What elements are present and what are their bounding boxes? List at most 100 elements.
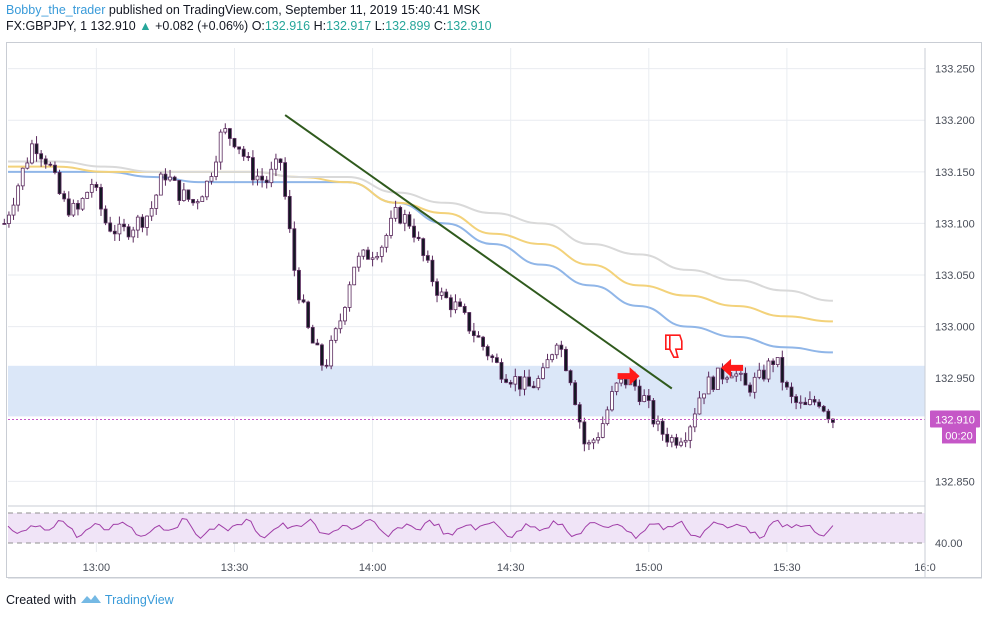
candle-body — [154, 194, 159, 209]
candle-body — [550, 354, 555, 361]
up-triangle-icon: ▲ — [139, 19, 152, 33]
candle-body — [665, 433, 670, 443]
right-arrow-icon — [617, 367, 640, 386]
candle-body — [16, 185, 21, 206]
candle-body — [103, 208, 108, 224]
candle-body — [761, 369, 766, 380]
candle-body — [794, 396, 799, 403]
left-arrow-shape — [721, 358, 744, 377]
candle-body — [471, 330, 476, 337]
candle-body — [610, 391, 614, 411]
moving-average-line — [8, 160, 833, 302]
candle-body — [504, 378, 508, 383]
candle-body — [278, 158, 283, 164]
candle-body — [209, 176, 214, 182]
thumbs-down-icon — [665, 334, 683, 358]
high-value: 132.917 — [326, 19, 372, 33]
candle-body — [274, 158, 278, 170]
candle-body — [20, 167, 25, 187]
candle-body — [738, 372, 743, 375]
publish-line: Bobby_the_trader published on TradingVie… — [6, 2, 492, 18]
candle-body — [688, 426, 693, 441]
candle-body — [347, 284, 352, 308]
candle-body — [269, 168, 274, 184]
candle-body — [241, 148, 246, 157]
candle-body — [596, 437, 601, 441]
candle-body — [158, 173, 163, 196]
author-link[interactable]: Bobby_the_trader — [6, 3, 106, 17]
candle-body — [702, 393, 706, 399]
candle-body — [379, 246, 384, 257]
trendline — [284, 114, 673, 390]
y-tick-label: 133.100 — [935, 218, 975, 230]
candlesticks — [2, 123, 835, 452]
candle-body — [458, 301, 462, 307]
candle-body — [375, 256, 380, 259]
candle-body — [683, 439, 688, 443]
candle-body — [112, 230, 117, 235]
candle-body — [57, 172, 62, 195]
candle-body — [775, 357, 780, 366]
candle-body — [2, 223, 7, 225]
candle-body — [315, 342, 320, 346]
candle-body — [85, 191, 90, 199]
candle-body — [734, 373, 739, 377]
candle-body — [39, 153, 44, 160]
candle-body — [117, 223, 122, 235]
candle-body — [679, 441, 683, 446]
candle-body — [370, 257, 375, 260]
candle-body — [108, 222, 113, 232]
candle-body — [587, 442, 591, 445]
candle-body — [784, 381, 789, 388]
candle-body — [76, 202, 80, 210]
open-value: 132.916 — [264, 19, 311, 33]
candle-body — [214, 161, 218, 177]
y-tick-label: 132.950 — [935, 373, 975, 385]
candle-body — [499, 362, 504, 380]
high-label: H: — [313, 19, 327, 33]
candle-body — [752, 376, 757, 393]
moving-averages — [7, 160, 833, 354]
candle-body — [297, 269, 301, 301]
candle-body — [494, 357, 499, 363]
candle-body — [467, 312, 472, 332]
close-value: 132.910 — [446, 19, 492, 33]
support-zone-layer — [8, 365, 925, 417]
rsi-tick-label: 40.00 — [935, 538, 963, 550]
candle-body — [320, 344, 324, 366]
candle-body — [412, 225, 416, 238]
low-label: L: — [374, 19, 386, 33]
x-tick-label: 14:00 — [359, 562, 387, 574]
candle-body — [301, 299, 306, 303]
candle-body — [462, 306, 467, 313]
candle-body — [448, 297, 453, 311]
candle-body — [333, 328, 338, 341]
x-tick-label: 13:00 — [83, 562, 111, 574]
tradingview-link[interactable]: TradingView — [104, 593, 174, 607]
candle-body — [246, 156, 251, 158]
candle-body — [416, 236, 421, 240]
candle-body — [80, 197, 85, 210]
candle-body — [149, 208, 154, 217]
y-tick-label: 133.050 — [935, 270, 975, 282]
candle-body — [517, 376, 522, 390]
candle-body — [729, 375, 734, 379]
candle-body — [568, 370, 573, 384]
y-tick-label: 133.150 — [935, 167, 975, 179]
candle-body — [646, 395, 651, 401]
candle-body — [30, 143, 34, 164]
countdown-label: 00:20 — [945, 430, 973, 442]
candle-body — [232, 138, 237, 148]
candle-body — [260, 175, 265, 181]
candle-body — [660, 420, 665, 435]
low-value: 132.899 — [385, 19, 431, 33]
candle-body — [191, 199, 195, 204]
created-with-text: Created with — [6, 593, 77, 607]
candle-body — [237, 146, 241, 150]
candle-body — [669, 437, 674, 443]
candle-body — [435, 281, 439, 296]
symbol-label[interactable]: FX:GBPJPY, 1 — [6, 19, 88, 33]
candle-body — [384, 235, 389, 248]
candle-body — [62, 193, 67, 200]
